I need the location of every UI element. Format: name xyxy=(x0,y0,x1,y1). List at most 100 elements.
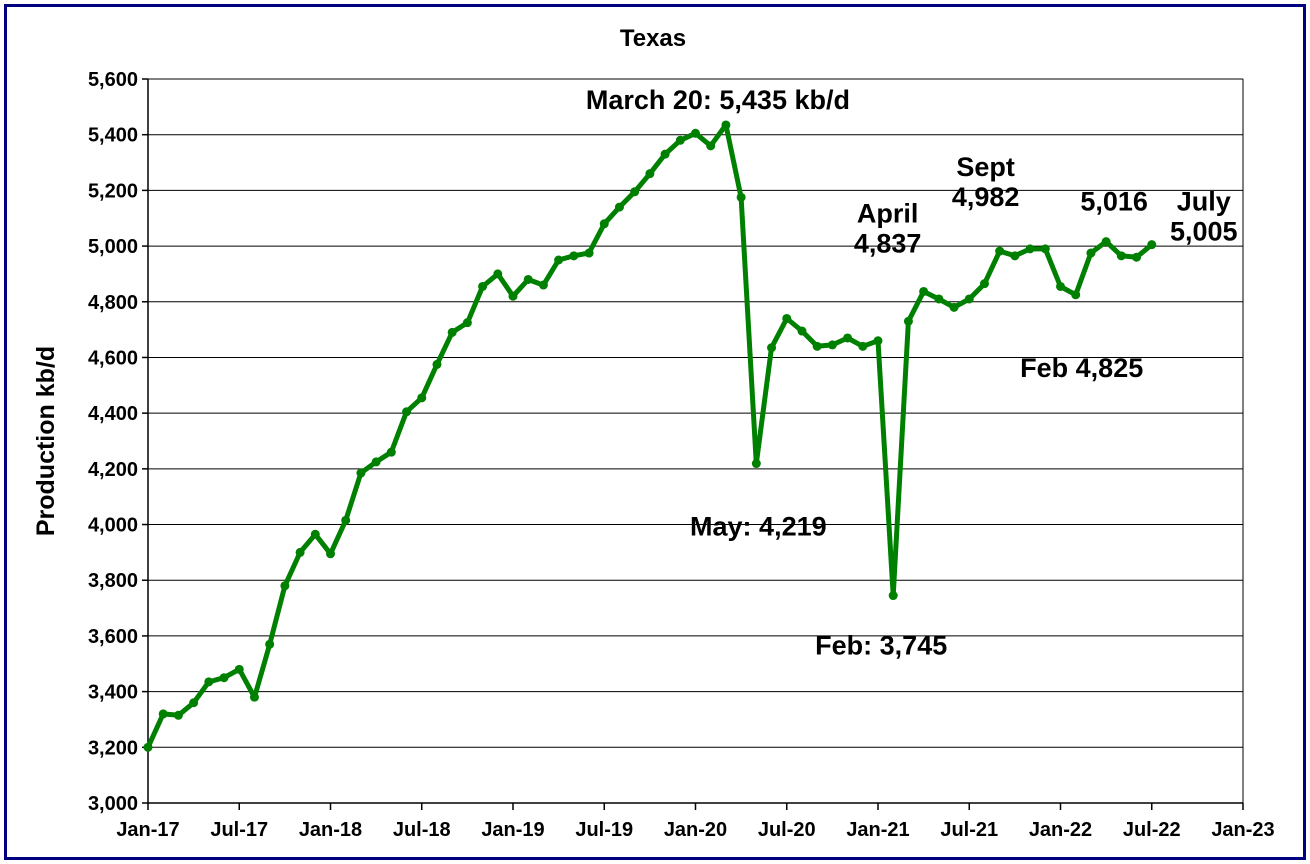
x-tick-label: Jan-17 xyxy=(116,819,179,841)
data-point xyxy=(554,255,564,265)
data-point xyxy=(538,280,548,290)
data-point xyxy=(1025,244,1035,254)
data-point xyxy=(782,313,792,323)
data-point xyxy=(173,710,183,720)
data-point xyxy=(827,340,837,350)
x-tick-label: Jan-23 xyxy=(1211,819,1274,841)
y-tick-label: 4,400 xyxy=(88,403,138,425)
data-point xyxy=(706,141,716,151)
x-tick-label: Jul-18 xyxy=(393,819,451,841)
data-point xyxy=(478,281,488,291)
data-point xyxy=(584,248,594,258)
x-tick-label: Jan-18 xyxy=(299,819,362,841)
data-point xyxy=(1086,248,1096,258)
data-point xyxy=(721,120,731,130)
y-axis-label: Production kb/d xyxy=(32,346,60,536)
annotation-label: 4,837 xyxy=(854,228,922,258)
x-tick-label: Jul-19 xyxy=(575,819,633,841)
chart-title: Texas xyxy=(620,25,686,52)
y-tick-label: 3,000 xyxy=(88,793,138,815)
data-point xyxy=(888,591,898,601)
data-point xyxy=(797,326,807,336)
data-point xyxy=(432,359,442,369)
data-point xyxy=(949,302,959,312)
data-point xyxy=(249,692,259,702)
data-point xyxy=(812,341,822,351)
x-tick-label: Jul-17 xyxy=(210,819,268,841)
data-point xyxy=(767,343,777,353)
data-point xyxy=(158,709,168,719)
x-tick-label: Jan-22 xyxy=(1029,819,1092,841)
data-point xyxy=(1132,252,1142,262)
data-point xyxy=(417,393,427,403)
x-tick-label: Jan-19 xyxy=(481,819,544,841)
data-point xyxy=(873,336,883,346)
annotation-label: Sept xyxy=(956,152,1015,182)
y-tick-label: 5,600 xyxy=(88,69,138,91)
y-tick-label: 3,200 xyxy=(88,737,138,759)
data-point xyxy=(462,318,472,328)
data-point xyxy=(371,457,381,467)
data-point xyxy=(1040,244,1050,254)
y-tick-label: 4,800 xyxy=(88,292,138,314)
data-point xyxy=(858,341,868,351)
data-point xyxy=(326,549,335,559)
data-point xyxy=(356,468,366,478)
data-point xyxy=(341,515,351,525)
y-tick-label: 5,200 xyxy=(88,180,138,202)
data-point xyxy=(1010,251,1020,261)
data-point xyxy=(447,327,457,337)
data-point xyxy=(599,219,609,229)
data-point xyxy=(919,286,929,296)
data-point xyxy=(934,294,944,304)
data-point xyxy=(234,664,244,674)
data-point xyxy=(675,135,685,145)
y-tick-label: 4,200 xyxy=(88,459,138,481)
data-point xyxy=(645,169,655,179)
data-point xyxy=(310,529,320,539)
data-point xyxy=(295,547,305,557)
data-point xyxy=(1056,281,1065,291)
x-tick-label: Jul-20 xyxy=(758,819,816,841)
x-tick-label: Jan-21 xyxy=(846,819,909,841)
annotation-label: April xyxy=(857,198,919,228)
data-point xyxy=(386,447,396,457)
data-point xyxy=(736,192,746,202)
annotation-label: Feb 4,825 xyxy=(1020,353,1143,383)
data-point xyxy=(265,639,275,649)
data-point xyxy=(995,246,1005,256)
data-point xyxy=(280,581,290,591)
x-tick-label: Jul-21 xyxy=(940,819,998,841)
annotation-label: 5,016 xyxy=(1080,187,1148,217)
data-point xyxy=(751,459,761,469)
y-tick-label: 3,800 xyxy=(88,570,138,592)
data-point xyxy=(1147,240,1157,250)
data-point xyxy=(903,316,913,326)
annotation-label: May: 4,219 xyxy=(690,512,827,542)
plot-area xyxy=(148,79,1243,803)
y-tick-label: 5,000 xyxy=(88,236,138,258)
data-point xyxy=(630,187,640,197)
data-point xyxy=(614,202,624,212)
annotation-label: 4,982 xyxy=(952,182,1020,212)
y-tick-label: 3,600 xyxy=(88,626,138,648)
data-point xyxy=(493,269,503,279)
annotation-label: March 20: 5,435 kb/d xyxy=(586,85,850,115)
data-point xyxy=(204,677,214,687)
y-tick-label: 4,600 xyxy=(88,347,138,369)
data-point xyxy=(1101,237,1111,247)
x-tick-label: Jan-20 xyxy=(664,819,727,841)
data-point xyxy=(964,294,974,304)
data-point xyxy=(402,407,412,417)
data-point xyxy=(691,128,700,138)
data-point xyxy=(523,274,533,284)
data-point xyxy=(508,291,518,301)
y-tick-label: 3,400 xyxy=(88,682,138,704)
annotation-label: July xyxy=(1177,187,1231,217)
y-tick-label: 4,000 xyxy=(88,515,138,537)
data-point xyxy=(569,251,579,261)
data-point xyxy=(219,673,229,683)
data-point xyxy=(143,742,153,752)
data-point xyxy=(189,698,199,708)
